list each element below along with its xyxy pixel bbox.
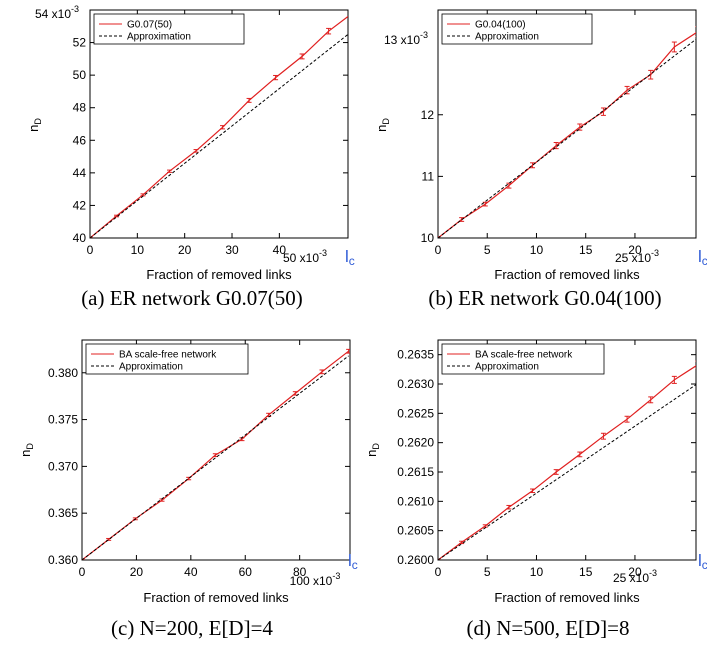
x-tick-label: 5: [484, 243, 491, 257]
error-bar: [483, 525, 488, 527]
x-tick-label: 5: [484, 565, 491, 579]
legend-entry: Approximation: [119, 362, 183, 373]
y-tick-label: 44: [73, 166, 87, 180]
y-tick-label: 0.2625: [397, 406, 434, 420]
panel-caption: (b) ER network G0.04(100): [428, 286, 661, 310]
x-tick-label: 60: [239, 565, 253, 579]
y-tick-label: 52: [73, 36, 87, 50]
x-tick-label: 0: [435, 565, 442, 579]
x-tick-label: 20: [178, 243, 192, 257]
error-bar: [194, 150, 199, 153]
error-bar: [648, 70, 653, 79]
x-tick-label: 15: [579, 243, 593, 257]
series-group: [88, 17, 349, 239]
approximation-line: [438, 38, 698, 238]
x-axis-label: Fraction of removed links: [146, 267, 292, 282]
x-tick-label: 0: [79, 565, 86, 579]
x-axis-label: Fraction of removed links: [494, 590, 640, 605]
y-tick-label: 0.2620: [397, 436, 434, 450]
legend: G0.04(100)Approximation: [442, 14, 592, 44]
x-exponent-label: 25 x10-3: [615, 248, 659, 265]
y-axis-label: nD: [374, 118, 391, 132]
y-tick-label: 0.360: [48, 553, 78, 567]
x-axis-label: Fraction of removed links: [143, 590, 289, 605]
lc-axis-marker: lc: [698, 551, 707, 572]
y-tick-label: 46: [73, 133, 87, 147]
error-bar: [672, 42, 677, 52]
y-tick-label: 0.370: [48, 459, 78, 473]
y-axis-label: nD: [26, 118, 43, 132]
series-line: [438, 32, 698, 238]
error-bar: [672, 376, 677, 383]
y-tick-label: 0.380: [48, 366, 78, 380]
y-tick-label: 10: [421, 231, 435, 245]
x-tick-label: 0: [87, 243, 94, 257]
x-tick-label: 30: [225, 243, 239, 257]
lc-axis-marker: lc: [698, 247, 707, 268]
series-line: [90, 17, 348, 239]
error-bar: [625, 86, 630, 93]
x-tick-label: 20: [130, 565, 144, 579]
series-group: [436, 27, 701, 240]
x-exponent-label: 50 x10-3: [283, 248, 327, 265]
series-line: [438, 344, 707, 560]
y-axis-label: nD: [364, 443, 381, 457]
legend-entry: Approximation: [475, 32, 539, 43]
y-tick-label: 50: [73, 68, 87, 82]
y-tick-label: 11: [422, 169, 435, 183]
y-tick-label: 0.2615: [397, 465, 434, 479]
y-tick-label: 40: [73, 231, 87, 245]
y-tick-label: 0.2635: [397, 348, 434, 362]
legend-entry: BA scale-free network: [475, 350, 573, 361]
x-exponent-label: 25 x10-3: [613, 568, 657, 585]
panel-caption: (d) N=500, E[D]=8: [466, 616, 629, 640]
y-tick-label: 42: [73, 198, 87, 212]
legend-entry: Approximation: [127, 32, 191, 43]
x-tick-label: 10: [530, 243, 544, 257]
legend-entry: Approximation: [475, 362, 539, 373]
x-tick-label: 15: [579, 565, 593, 579]
y-tick-label: 0.2610: [397, 494, 434, 508]
panel-caption: (c) N=200, E[D]=4: [111, 616, 273, 640]
series-group: [80, 349, 352, 560]
legend-entry: G0.04(100): [475, 20, 526, 31]
x-exponent-label: 100 x10-3: [290, 571, 341, 588]
y-tick-label: 48: [73, 101, 87, 115]
x-tick-label: 40: [184, 565, 198, 579]
legend-entry: G0.07(50): [127, 20, 172, 31]
error-bar: [220, 126, 225, 129]
y-tick-label: 0.2605: [397, 524, 434, 538]
lc-axis-marker: lc: [345, 247, 355, 268]
x-tick-label: 0: [435, 243, 442, 257]
legend: G0.07(50)Approximation: [94, 14, 244, 44]
lc-axis-marker: lc: [348, 551, 358, 572]
y-axis-label: nD: [18, 443, 35, 457]
x-axis-label: Fraction of removed links: [494, 267, 640, 282]
series-group: [436, 344, 707, 560]
error-bar: [239, 438, 244, 441]
y-exponent-label: 54 x10-3: [35, 4, 79, 21]
legend-entry: BA scale-free network: [119, 350, 217, 361]
panel-caption: (a) ER network G0.07(50): [81, 286, 303, 310]
y-tick-label: 0.2630: [397, 377, 434, 391]
y-tick-label: 12: [421, 108, 435, 122]
x-tick-label: 10: [530, 565, 544, 579]
y-exponent-label: 13 x10-3: [384, 30, 428, 47]
y-tick-label: 0.365: [48, 506, 78, 520]
approximation-line: [90, 34, 348, 238]
x-tick-label: 10: [131, 243, 145, 257]
approximation-line: [82, 356, 349, 560]
error-bar: [167, 170, 172, 172]
y-tick-label: 0.375: [48, 413, 78, 427]
y-tick-label: 0.2600: [397, 553, 434, 567]
